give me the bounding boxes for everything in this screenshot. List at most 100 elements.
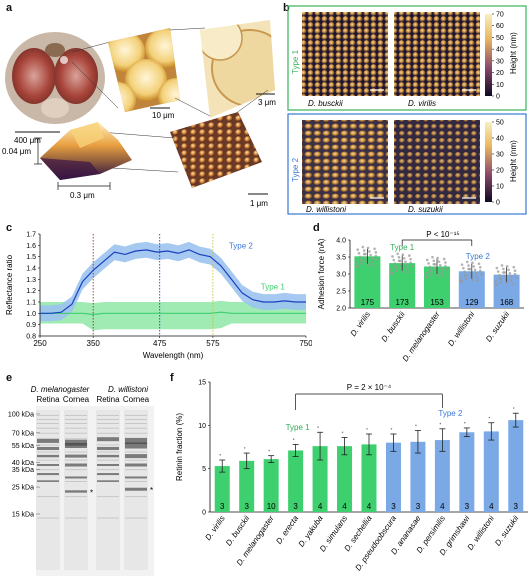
x-tick-label: 575 bbox=[206, 339, 220, 348]
fly-head-image bbox=[5, 32, 105, 124]
data-point bbox=[440, 270, 443, 274]
n-count-label: 175 bbox=[361, 298, 375, 307]
data-point bbox=[391, 272, 394, 275]
gel-band bbox=[125, 415, 147, 416]
gel-band bbox=[37, 418, 59, 420]
data-point bbox=[393, 262, 397, 265]
bar bbox=[410, 441, 426, 512]
y-axis-label: Reflectance ratio bbox=[5, 254, 14, 315]
data-point bbox=[462, 266, 465, 270]
data-point bbox=[401, 253, 405, 256]
colorbar-tick-label: 30 bbox=[496, 58, 504, 65]
data-point bbox=[433, 266, 437, 270]
ommatidia-lens-image bbox=[108, 28, 180, 112]
data-point bbox=[503, 271, 506, 274]
data-point bbox=[425, 258, 429, 262]
scale-1um: 1 μm bbox=[250, 199, 268, 208]
gel-band bbox=[65, 432, 87, 434]
data-point bbox=[392, 258, 396, 262]
data-point bbox=[369, 253, 372, 257]
data-point bbox=[360, 262, 363, 266]
type1-band bbox=[40, 300, 306, 331]
data-point bbox=[495, 283, 499, 287]
data-point bbox=[432, 259, 436, 263]
panel-label-d: d bbox=[313, 222, 320, 234]
data-point bbox=[371, 264, 375, 267]
panel-label-a: a bbox=[6, 2, 13, 14]
scale-400um: 400 μm bbox=[14, 136, 41, 145]
data-point bbox=[511, 282, 514, 286]
data-point bbox=[498, 273, 501, 277]
p-value-label: P < 10⁻¹⁵ bbox=[426, 230, 459, 239]
bar bbox=[337, 446, 353, 512]
gel-band bbox=[37, 517, 59, 519]
bar bbox=[263, 459, 279, 512]
data-point bbox=[317, 426, 319, 428]
gel-lane bbox=[64, 410, 88, 570]
data-point bbox=[507, 268, 510, 272]
data-point bbox=[428, 265, 432, 269]
data-point bbox=[358, 255, 362, 259]
bar bbox=[288, 450, 304, 512]
data-point bbox=[364, 256, 367, 259]
data-point bbox=[472, 265, 476, 268]
marker-label: 25 kDa bbox=[12, 485, 34, 492]
gel-band bbox=[125, 459, 147, 461]
series-line-type2 bbox=[40, 249, 306, 314]
n-count-label: 3 bbox=[465, 502, 470, 511]
data-point bbox=[495, 266, 499, 270]
gel-band bbox=[125, 463, 147, 467]
gel-band bbox=[65, 439, 87, 446]
data-point bbox=[424, 271, 428, 275]
species-label-willistoni: D. willistoni bbox=[306, 205, 346, 214]
data-point bbox=[471, 261, 474, 265]
data-point bbox=[464, 421, 466, 424]
gel-band bbox=[97, 481, 119, 482]
y-tick-label: 2.5 bbox=[336, 289, 346, 296]
bar bbox=[483, 431, 499, 512]
colorbar-tick-label: 0 bbox=[496, 200, 500, 207]
panel-label-f: f bbox=[170, 372, 174, 384]
data-point bbox=[415, 424, 417, 427]
bar bbox=[459, 432, 475, 512]
data-point bbox=[429, 272, 433, 276]
data-point bbox=[437, 260, 441, 263]
colorbar-tick-label: 70 bbox=[496, 12, 504, 19]
data-point bbox=[509, 275, 513, 279]
y-axis-label: Retinin fraction (%) bbox=[175, 413, 184, 481]
lane-label: Retina bbox=[96, 395, 120, 404]
gel-band bbox=[125, 437, 147, 444]
gel-band bbox=[65, 463, 87, 467]
width-0-3um: 0.3 μm bbox=[70, 191, 95, 200]
y-tick-label: 0.9 bbox=[26, 322, 36, 329]
gel-band bbox=[37, 432, 59, 434]
lane-label: Cornea bbox=[63, 395, 90, 404]
y-tick-label: 1.0 bbox=[26, 311, 36, 318]
series-label-type1: Type 1 bbox=[261, 283, 286, 292]
gel-band bbox=[65, 469, 87, 471]
gel-band bbox=[65, 451, 87, 453]
gel-band bbox=[125, 496, 147, 498]
gel-band bbox=[37, 480, 59, 482]
data-point bbox=[425, 275, 429, 279]
data-point bbox=[292, 438, 295, 440]
gel-band bbox=[65, 423, 87, 424]
data-point bbox=[356, 265, 359, 268]
data-point bbox=[468, 271, 472, 274]
x-tick-label: 250 bbox=[33, 339, 47, 348]
type1-frame bbox=[287, 5, 527, 111]
y-tick-label: 1.4 bbox=[26, 266, 36, 273]
type1-label: Type 1 bbox=[286, 423, 311, 432]
gel-band bbox=[37, 481, 59, 482]
data-point bbox=[496, 270, 500, 273]
n-count-label: 3 bbox=[220, 502, 225, 511]
data-point bbox=[440, 267, 443, 271]
panel-label-b: b bbox=[283, 2, 290, 14]
species-label-busckii: D. busckii bbox=[308, 99, 343, 108]
gel-band bbox=[37, 446, 59, 450]
data-point bbox=[460, 280, 464, 283]
colorbar-type1 bbox=[485, 14, 492, 96]
n-count-label: 3 bbox=[514, 502, 519, 511]
gel-band bbox=[65, 443, 87, 449]
